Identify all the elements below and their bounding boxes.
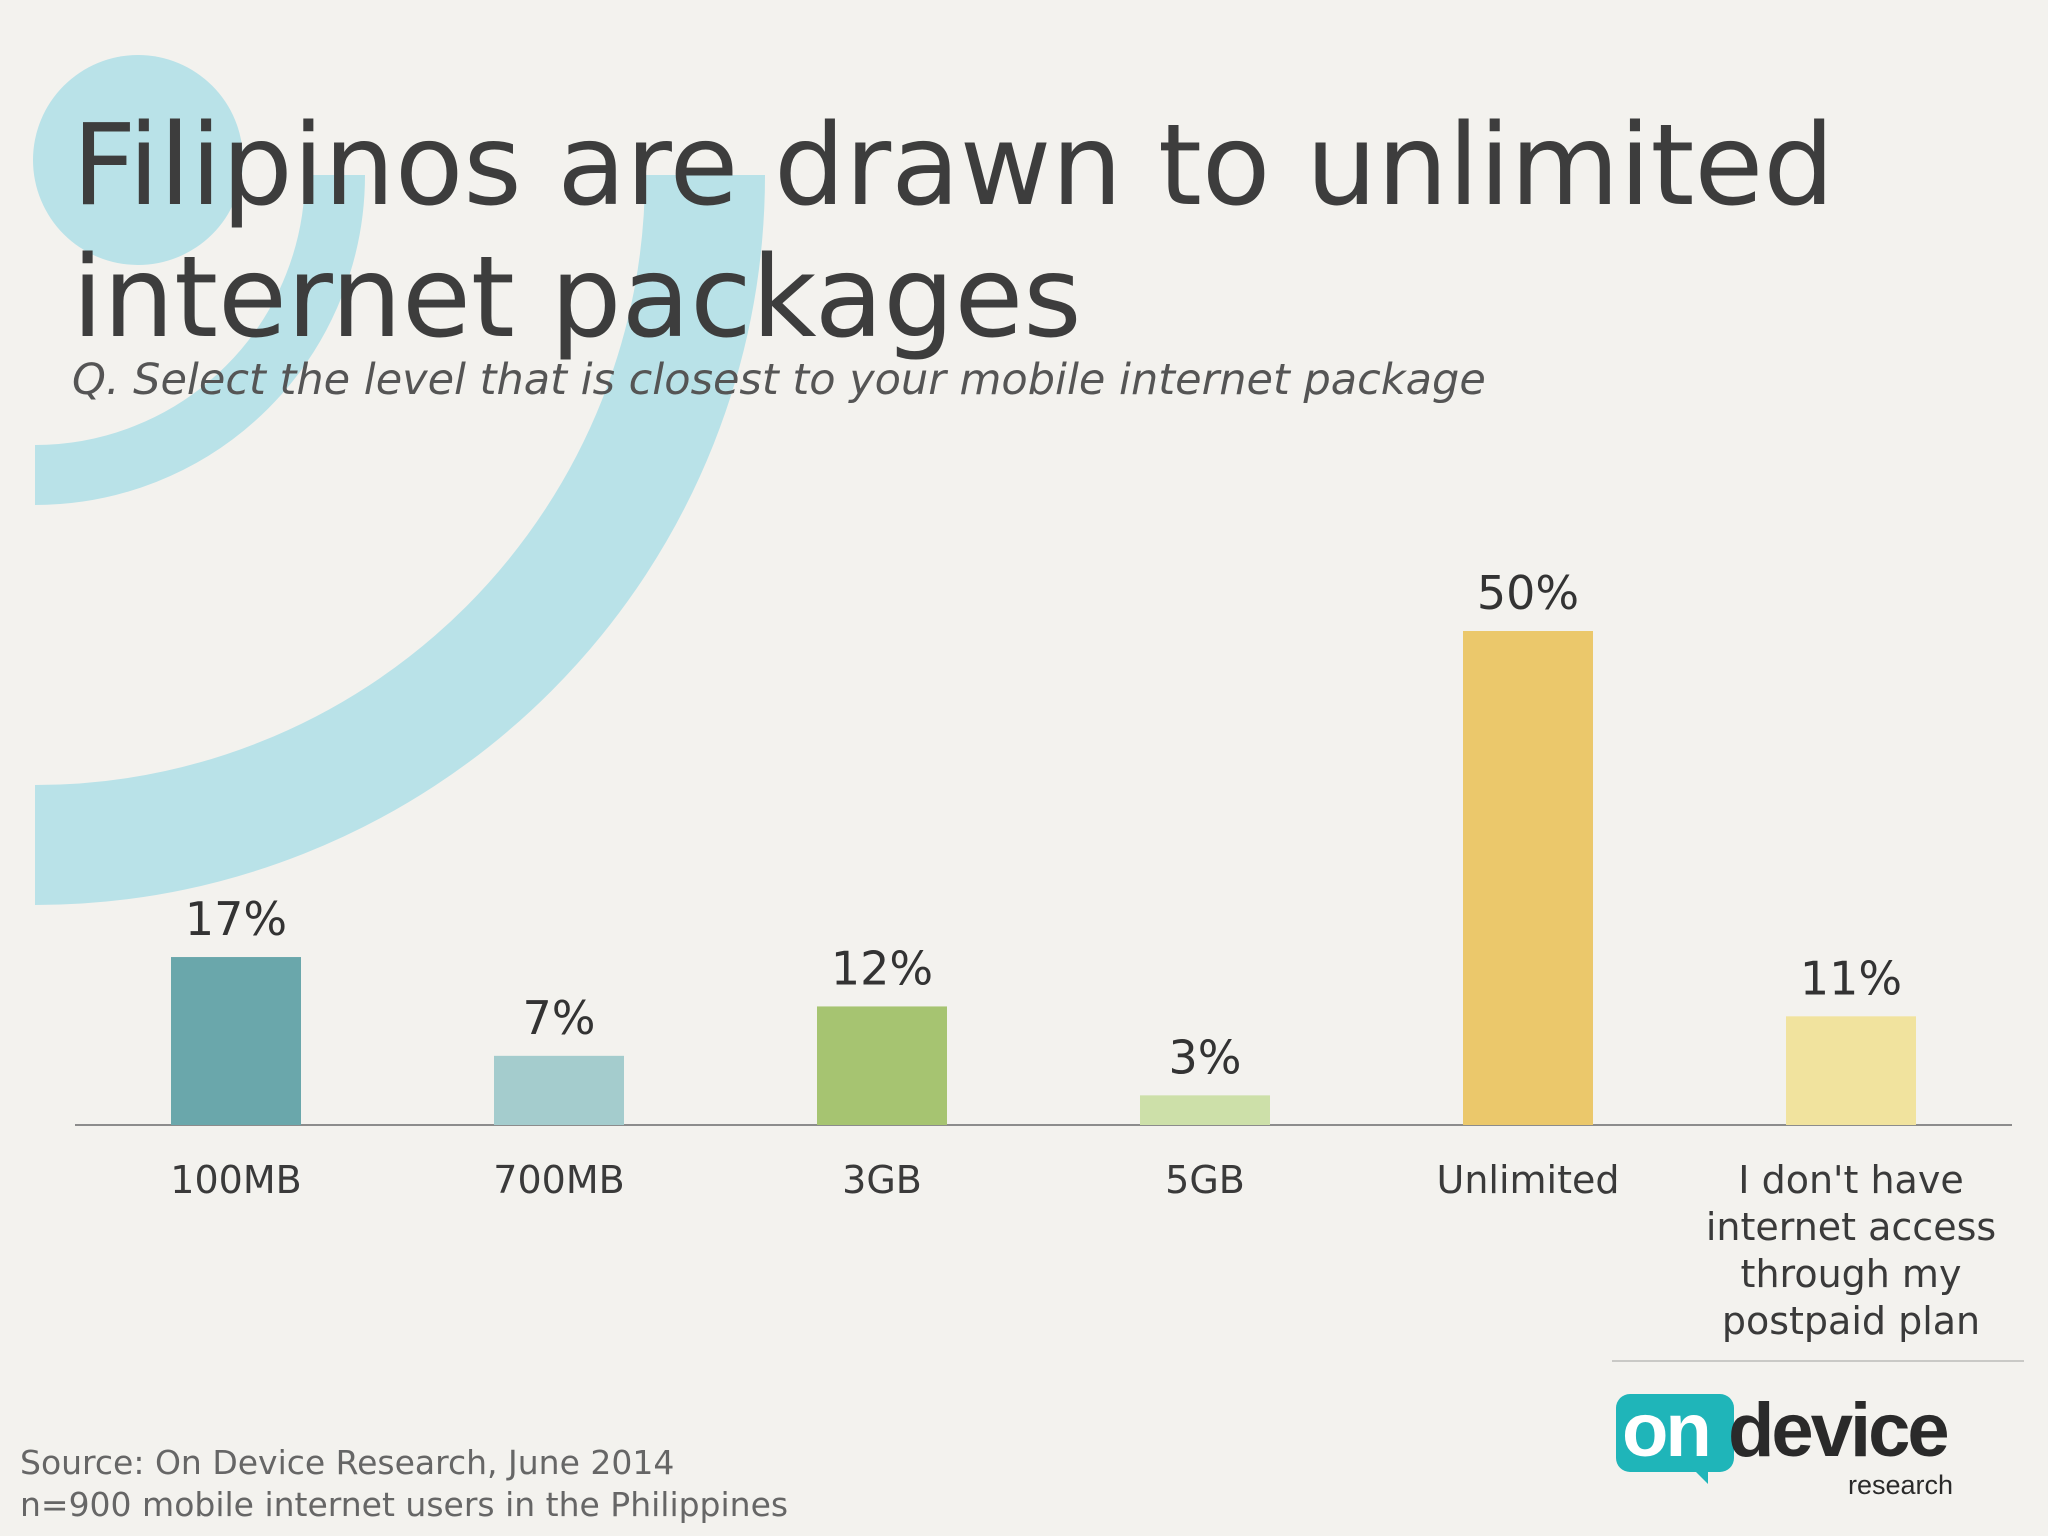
bar xyxy=(1140,1095,1270,1125)
arc-dot xyxy=(33,55,243,265)
source-line: Source: On Device Research, June 2014 xyxy=(20,1443,675,1482)
data-label: 17% xyxy=(185,892,287,946)
category-label-line: Unlimited xyxy=(1437,1158,1620,1202)
logo-bubble-tail xyxy=(1690,1466,1708,1484)
source-note: Source: On Device Research, June 2014 n=… xyxy=(20,1442,788,1526)
data-label: 7% xyxy=(523,991,596,1045)
data-label: 3% xyxy=(1169,1030,1242,1084)
category-label-line: 3GB xyxy=(842,1158,922,1202)
signal-arc-2 xyxy=(34,174,765,905)
category-label-line: 5GB xyxy=(1165,1158,1245,1202)
bar xyxy=(171,957,301,1125)
category-label: 700MB xyxy=(493,1158,624,1202)
bar xyxy=(1463,631,1593,1125)
logo-divider xyxy=(1612,1360,2024,1362)
category-label: I don't have internet access through my pos… xyxy=(1706,1158,1996,1343)
logo-text-on: on xyxy=(1622,1388,1712,1473)
category-label-line: through my xyxy=(1741,1252,1962,1296)
category-label: 3GB xyxy=(842,1158,922,1202)
data-label: 11% xyxy=(1800,951,1902,1005)
signal-arc-1 xyxy=(34,174,365,505)
category-label-line: internet access xyxy=(1706,1205,1996,1249)
page-title: Filipinos are drawn to unlimited interne… xyxy=(72,101,1835,363)
category-label: 100MB xyxy=(170,1158,301,1202)
bar xyxy=(494,1055,624,1125)
bar xyxy=(1786,1016,1916,1125)
data-label: 12% xyxy=(831,941,933,995)
survey-question: Q. Select the level that is closest to y… xyxy=(72,355,1486,405)
on-device-research-logo: on device research xyxy=(1612,1386,2012,1500)
bar xyxy=(817,1006,947,1125)
category-label: Unlimited xyxy=(1437,1158,1620,1202)
category-label-line: 100MB xyxy=(170,1158,301,1202)
sample-size-line: n=900 mobile internet users in the Phili… xyxy=(20,1485,789,1524)
logo-speech-bubble xyxy=(1616,1394,1734,1472)
logo-text-device: device xyxy=(1728,1388,1950,1473)
data-label: 50% xyxy=(1477,566,1579,620)
category-label-line: 700MB xyxy=(493,1158,624,1202)
category-label-line: I don't have xyxy=(1738,1158,1963,1202)
category-label-line: postpaid plan xyxy=(1722,1299,1980,1343)
category-label: 5GB xyxy=(1165,1158,1245,1202)
logo-text-research: research xyxy=(1848,1470,1954,1500)
